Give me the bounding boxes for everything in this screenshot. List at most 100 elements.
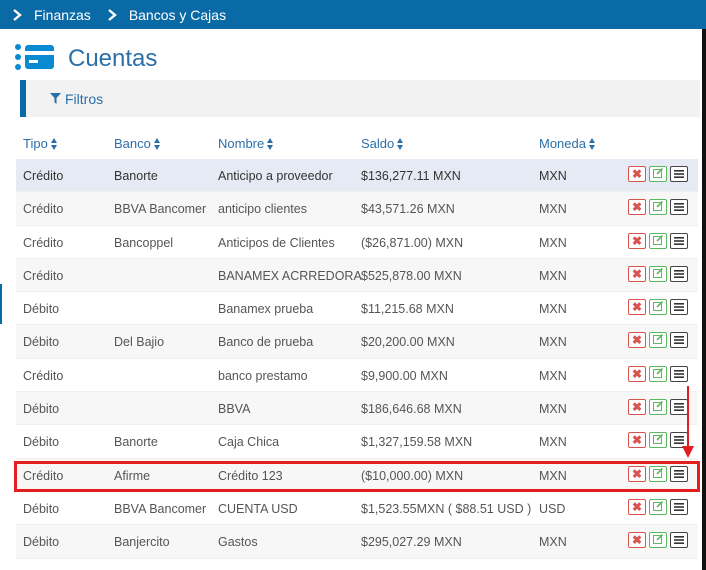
delete-button[interactable]: ✖: [628, 465, 646, 482]
edit-icon: [652, 400, 664, 414]
menu-button[interactable]: [670, 199, 688, 216]
cell-saldo: ($26,871.00) MXN: [361, 235, 464, 250]
edit-button[interactable]: [649, 532, 667, 549]
edit-icon: [652, 367, 664, 381]
edit-button[interactable]: [649, 465, 667, 482]
row-actions: ✖: [628, 532, 688, 549]
table-row[interactable]: Débito Banjercito Gastos $295,027.29 MXN MXN…: [16, 525, 698, 559]
delete-button[interactable]: ✖: [628, 365, 646, 382]
cell-nombre: Anticipo a proveedor: [218, 169, 333, 183]
table-row[interactable]: Crédito Afirme Crédito 123 ($10,000.00) MXN…: [16, 458, 698, 492]
edit-button[interactable]: [649, 265, 667, 282]
close-icon: ✖: [631, 366, 643, 381]
table-row[interactable]: Débito Del Bajio Banco de prueba $20,200.00…: [16, 325, 698, 359]
cell-banco: Del Bajio: [114, 335, 165, 350]
cell-saldo: $20,200.00 MXN: [361, 335, 455, 350]
delete-button[interactable]: ✖: [628, 232, 646, 249]
cell-tipo: Débito: [23, 335, 60, 350]
menu-button[interactable]: [670, 299, 688, 316]
cell-moneda: MXN: [539, 268, 567, 283]
cell-moneda: MXN: [539, 302, 567, 317]
window-edge: [702, 29, 706, 570]
filter-icon: [50, 91, 65, 107]
delete-button[interactable]: ✖: [628, 432, 646, 449]
edit-button[interactable]: [649, 498, 667, 515]
table-row[interactable]: Crédito Bancoppel Anticipos de Clientes ($2…: [16, 226, 698, 259]
row-actions: ✖: [628, 199, 688, 216]
hamburger-menu-icon: [674, 200, 684, 214]
cell-tipo: Crédito: [23, 368, 64, 383]
edit-icon: [652, 467, 664, 481]
cell-tipo: Crédito: [23, 468, 64, 483]
edit-button[interactable]: [649, 332, 667, 349]
cell-saldo: $186,646.68 MXN: [361, 402, 462, 417]
close-icon: ✖: [631, 266, 643, 281]
cell-nombre: CUENTA USD: [218, 501, 298, 516]
delete-button[interactable]: ✖: [628, 332, 646, 349]
cell-moneda: MXN: [539, 235, 567, 250]
column-header-banco[interactable]: Banco: [114, 136, 161, 151]
hamburger-menu-icon: [674, 533, 684, 547]
edit-button[interactable]: [649, 432, 667, 449]
cell-banco: Banjercito: [114, 535, 170, 550]
close-icon: ✖: [631, 333, 643, 348]
table-row[interactable]: Crédito banco prestamo $9,900.00 MXN MXN ✖: [16, 359, 698, 393]
menu-button[interactable]: [670, 365, 688, 382]
menu-button[interactable]: [670, 498, 688, 515]
table-row[interactable]: Crédito BBVA Bancomer anticipo clientes $43…: [16, 192, 698, 226]
menu-button[interactable]: [670, 332, 688, 349]
breadcrumb-item-finanzas[interactable]: Finanzas: [34, 6, 91, 23]
edit-button[interactable]: [649, 166, 667, 182]
row-actions: ✖: [628, 365, 688, 382]
cell-banco: BBVA Bancomer: [114, 202, 207, 217]
breadcrumb-item-bancos-y-cajas[interactable]: Bancos y Cajas: [128, 6, 227, 23]
table-row[interactable]: Crédito Banorte Anticipo a proveedor $136,2…: [16, 159, 698, 193]
sort-icon: [153, 137, 161, 150]
table-row[interactable]: Débito Banamex prueba $11,215.68 MXN MXN ✖: [16, 292, 698, 326]
table-row[interactable]: Crédito BANAMEX ACRREDORA $525,878.00 MXN M…: [16, 258, 698, 293]
menu-button[interactable]: [670, 532, 688, 549]
cell-banco: BBVA Bancomer: [114, 501, 207, 516]
sort-icon: [588, 137, 596, 150]
table-row[interactable]: Débito BBVA Bancomer CUENTA USD $1,523.55MX…: [16, 492, 698, 526]
cell-saldo: $136,277.11 MXN: [361, 169, 461, 183]
edit-button[interactable]: [649, 199, 667, 216]
delete-button[interactable]: ✖: [628, 532, 646, 549]
delete-button[interactable]: ✖: [628, 299, 646, 316]
filter-toggle-button[interactable]: Filtros: [50, 91, 103, 107]
menu-button[interactable]: [670, 465, 688, 482]
table-header: Tipo Banco Nombre Saldo Moneda: [16, 132, 698, 158]
delete-button[interactable]: ✖: [628, 265, 646, 282]
cell-saldo: $43,571.26 MXN: [361, 202, 455, 217]
menu-button[interactable]: [670, 399, 688, 416]
window-edge-left: [0, 284, 2, 324]
menu-button[interactable]: [670, 232, 688, 249]
sort-icon: [267, 137, 274, 150]
menu-button[interactable]: [670, 432, 688, 449]
cell-banco: Afirme: [114, 468, 151, 483]
edit-button[interactable]: [649, 299, 667, 316]
cell-saldo: $1,327,159.58 MXN: [361, 435, 473, 450]
edit-button[interactable]: [649, 232, 667, 249]
hamburger-menu-icon: [674, 300, 684, 314]
menu-button[interactable]: [670, 166, 688, 182]
hamburger-menu-icon: [674, 433, 684, 447]
edit-button[interactable]: [649, 365, 667, 382]
delete-button[interactable]: ✖: [628, 498, 646, 515]
column-header-nombre[interactable]: Nombre: [218, 136, 274, 151]
delete-button[interactable]: ✖: [628, 166, 646, 182]
edit-button[interactable]: [649, 399, 667, 416]
hamburger-menu-icon: [674, 400, 684, 414]
table-row[interactable]: Débito Banorte Caja Chica $1,327,159.58 MXN…: [16, 425, 698, 459]
menu-button[interactable]: [670, 265, 688, 282]
delete-button[interactable]: ✖: [628, 399, 646, 416]
cell-saldo: $9,900.00 MXN: [361, 368, 448, 383]
table-row[interactable]: Débito BBVA $186,646.68 MXN MXN ✖: [16, 392, 698, 426]
close-icon: ✖: [631, 533, 643, 548]
sort-icon: [397, 137, 404, 150]
delete-button[interactable]: ✖: [628, 199, 646, 216]
column-header-moneda[interactable]: Moneda: [539, 136, 596, 151]
chevron-right-icon: [103, 6, 121, 24]
column-header-saldo[interactable]: Saldo: [361, 136, 404, 151]
column-header-tipo[interactable]: Tipo: [23, 136, 58, 151]
